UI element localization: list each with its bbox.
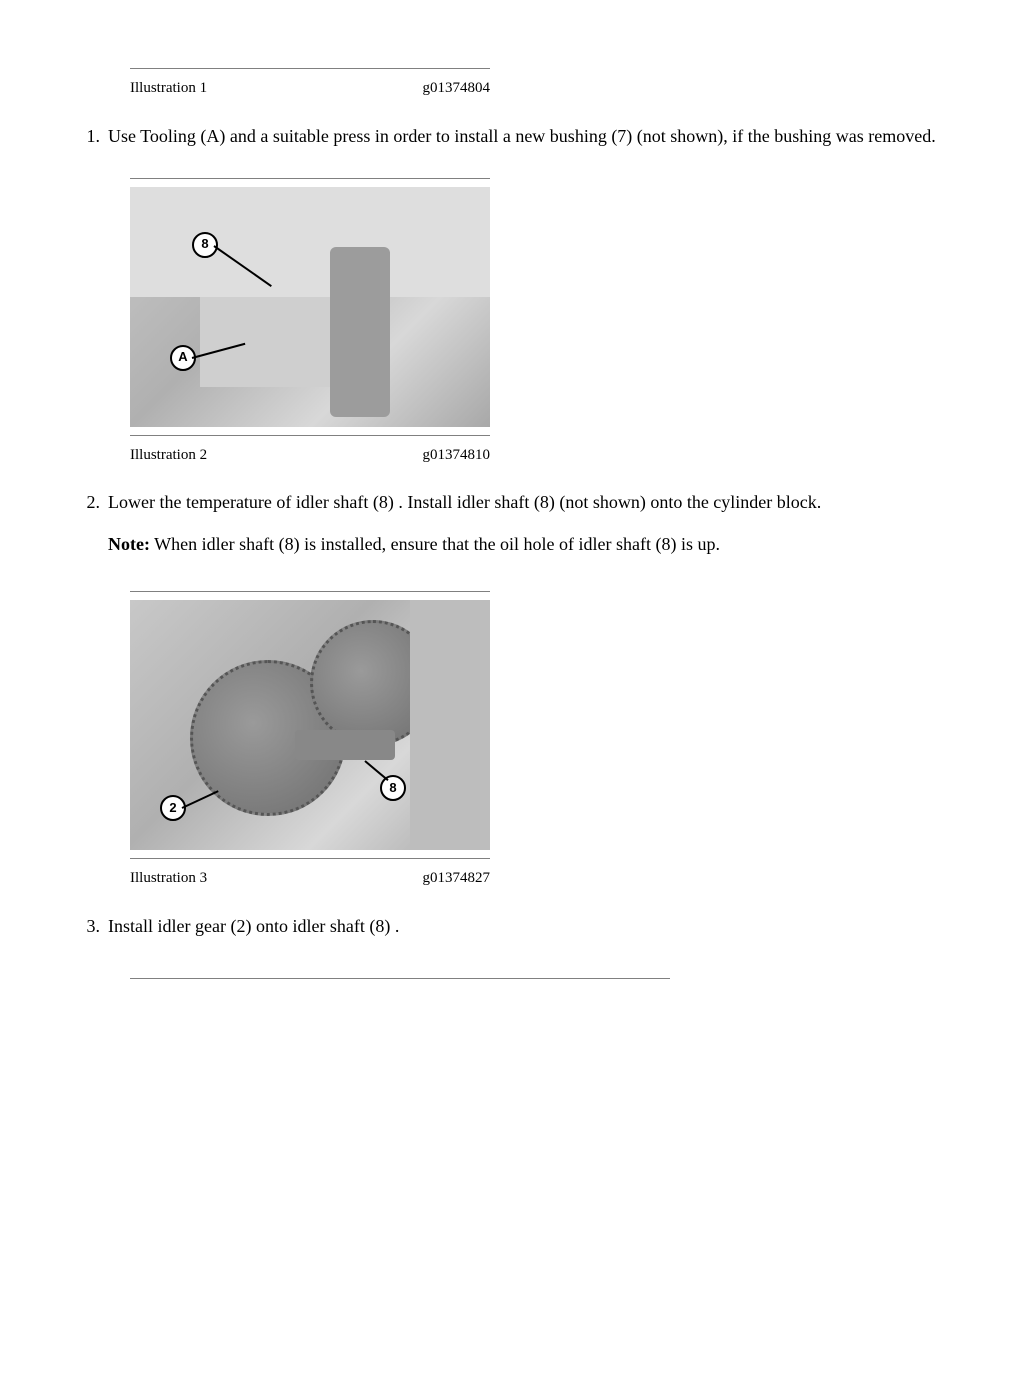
illustration-label: Illustration 1 — [130, 79, 207, 99]
step-text: Use Tooling (A) and a suitable press in … — [108, 125, 954, 148]
figure-rule — [130, 68, 490, 69]
callout-label: 8 — [201, 236, 208, 253]
callout-label: 8 — [389, 780, 396, 797]
figure-2-block: 8 A Illustration 2 g01374810 — [130, 178, 490, 472]
step-note: Note: When idler shaft (8) is installed,… — [108, 533, 954, 556]
step-body: Lower the temperature of idler shaft (8)… — [108, 491, 954, 556]
step-number: 3. — [70, 915, 108, 938]
callout-label: A — [178, 349, 187, 366]
section-rule — [130, 978, 670, 979]
callout-8: 8 — [380, 775, 406, 801]
figure-rule — [130, 178, 490, 179]
step-3: 3. Install idler gear (2) onto idler sha… — [70, 915, 954, 938]
illustration-ref: g01374827 — [423, 869, 491, 889]
figure-2-image: 8 A — [130, 187, 490, 427]
figure-rule — [130, 858, 490, 859]
figure-3-image: 2 8 — [130, 600, 490, 850]
figure-2-caption: Illustration 2 g01374810 — [130, 444, 490, 472]
step-number: 1. — [70, 125, 108, 148]
illustration-label: Illustration 3 — [130, 869, 207, 889]
callout-label: 2 — [169, 800, 176, 817]
step-1: 1. Use Tooling (A) and a suitable press … — [70, 125, 954, 148]
step-text: Install idler gear (2) onto idler shaft … — [108, 915, 954, 938]
illustration-ref: g01374810 — [423, 446, 491, 466]
illustration-label: Illustration 2 — [130, 446, 207, 466]
figure-rule — [130, 435, 490, 436]
figure-rule — [130, 591, 490, 592]
note-text: When idler shaft (8) is installed, ensur… — [150, 534, 720, 554]
note-label: Note: — [108, 534, 150, 554]
figure-3-block: 2 8 Illustration 3 g01374827 — [130, 591, 490, 895]
figure-1-caption: Illustration 1 g01374804 — [130, 77, 490, 105]
figure-1-block: Illustration 1 g01374804 — [130, 68, 490, 105]
step-number: 2. — [70, 491, 108, 556]
step-2: 2. Lower the temperature of idler shaft … — [70, 491, 954, 556]
illustration-ref: g01374804 — [423, 79, 491, 99]
figure-3-caption: Illustration 3 g01374827 — [130, 867, 490, 895]
step-text: Lower the temperature of idler shaft (8)… — [108, 491, 954, 514]
